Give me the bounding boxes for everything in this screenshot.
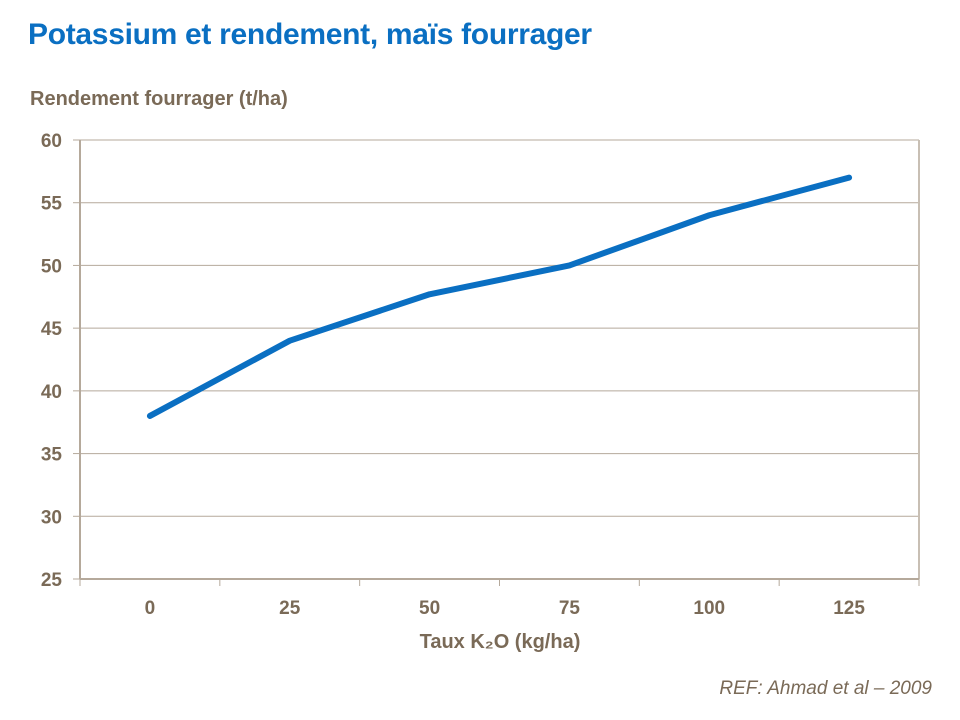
y-tick-label: 35 <box>41 445 63 466</box>
x-tick-label: 125 <box>833 598 865 619</box>
x-axis-label: Taux K₂O (kg/ha) <box>419 631 581 653</box>
reference-note: REF: Ahmad et al – 2009 <box>719 678 932 699</box>
x-tick-label: 50 <box>419 598 440 619</box>
y-axis-label: Rendement fourrager (t/ha) <box>30 88 288 110</box>
y-tick-label: 25 <box>41 570 63 591</box>
y-tick-label: 45 <box>41 319 63 340</box>
y-tick-label: 60 <box>41 131 62 152</box>
x-tick-label: 0 <box>145 598 156 619</box>
x-tick-label: 25 <box>279 598 301 619</box>
y-tick-label: 30 <box>41 507 62 528</box>
x-tick-label: 100 <box>693 598 725 619</box>
y-tick-label: 50 <box>41 256 62 277</box>
x-tick-label: 75 <box>559 598 581 619</box>
slide-title: Potassium et rendement, maïs fourrager <box>28 18 592 51</box>
series-line <box>146 174 853 419</box>
y-tick-label: 55 <box>41 194 63 215</box>
y-tick-label: 40 <box>41 382 62 403</box>
